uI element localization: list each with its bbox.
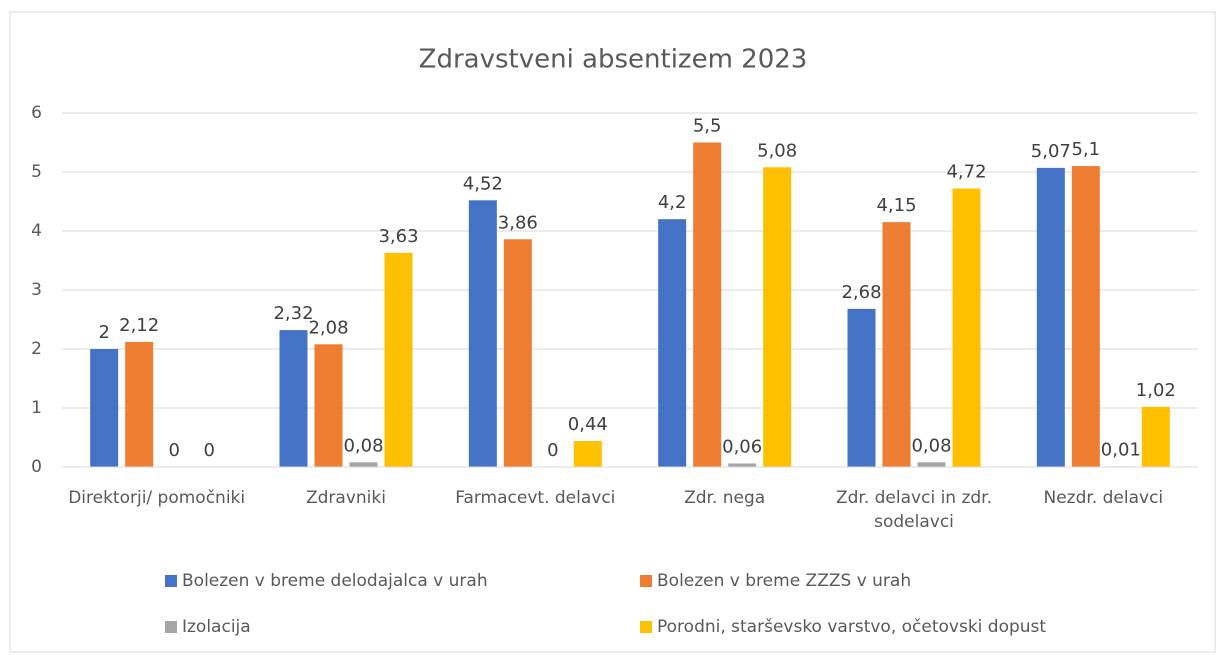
bar [279,330,308,467]
bar [1141,406,1170,467]
y-tick-label: 1 [31,398,42,418]
legend-label: Bolezen v breme delodajalca v urah [182,571,488,591]
x-tick-label: Nezdr. delavci [1043,488,1164,508]
bar [763,167,792,467]
legend-label: Porodni, starševsko varstvo, očetovski d… [657,617,1046,637]
data-label: 2,12 [119,315,159,336]
legend-label: Izolacija [182,617,251,637]
chart-border [9,11,1216,653]
data-label: 2,32 [273,303,313,324]
data-label: 0,08 [343,435,383,456]
legend-label: Bolezen v breme ZZZS v urah [657,571,911,591]
data-label: 0 [203,440,214,461]
y-tick-label: 0 [31,457,42,477]
bar [125,341,154,467]
bar [314,344,343,467]
data-label: 5,1 [1072,139,1101,160]
bar [847,308,876,467]
data-label: 0 [547,440,558,461]
data-label: 4,72 [946,162,986,183]
legend-swatch [165,621,177,633]
data-label: 4,2 [658,192,687,213]
data-label: 4,15 [876,195,916,216]
data-label: 5,5 [693,116,722,137]
data-label: 3,86 [498,212,538,233]
bar [728,463,757,467]
data-label: 2,08 [308,317,348,338]
x-tick-label: Zdr. nega [684,488,766,508]
bar [384,252,413,467]
bar [90,349,119,467]
bar [349,462,378,467]
data-label: 0 [168,440,179,461]
y-tick-label: 6 [31,103,42,123]
x-tick-label: Direktorji/ pomočniki [68,488,246,508]
x-tick-label: Farmacevt. delavci [455,488,616,508]
x-tick-label: Zdravniki [306,488,386,508]
data-label: 0,08 [911,435,951,456]
chart-title: Zdravstveni absentizem 2023 [419,45,808,75]
legend-swatch [640,621,652,633]
legend-swatch [640,575,652,587]
y-tick-label: 5 [31,162,42,182]
y-tick-label: 2 [31,339,42,359]
data-label: 0,44 [568,414,608,435]
bar [693,142,722,467]
bar [1071,166,1100,467]
bar [573,441,602,467]
legend-swatch [165,575,177,587]
data-label: 1,02 [1136,380,1176,401]
data-label: 0,01 [1101,439,1141,460]
data-label: 5,07 [1031,141,1071,162]
y-tick-label: 4 [31,221,42,241]
bar [468,200,497,467]
data-label: 0,06 [722,436,762,457]
data-label: 2 [98,322,109,343]
bar [503,239,532,467]
bar [917,462,946,467]
data-label: 2,68 [841,282,881,303]
bar [952,188,981,467]
data-label: 3,63 [378,226,418,247]
bar [882,222,911,467]
data-label: 5,08 [757,140,797,161]
x-tick-label: Zdr. delavci in zdr. sodelavci [835,488,993,532]
bar [658,219,687,467]
data-label: 4,52 [463,173,503,194]
bar [1036,167,1065,467]
y-tick-label: 3 [31,280,42,300]
